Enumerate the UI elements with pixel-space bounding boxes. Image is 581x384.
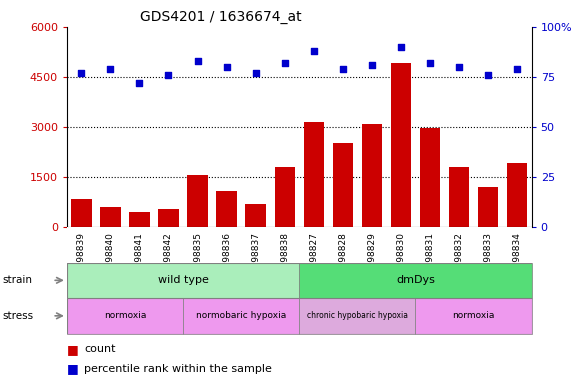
- Bar: [390, 63, 411, 227]
- Point: [367, 62, 376, 68]
- Bar: [100, 207, 121, 227]
- Text: GSM398830: GSM398830: [396, 232, 406, 287]
- Point: [77, 70, 86, 76]
- Text: GSM398840: GSM398840: [106, 232, 115, 287]
- Text: percentile rank within the sample: percentile rank within the sample: [84, 364, 272, 374]
- Bar: [420, 128, 440, 227]
- Text: GSM398842: GSM398842: [164, 232, 173, 287]
- Text: GSM398838: GSM398838: [280, 232, 289, 287]
- Text: GSM398832: GSM398832: [454, 232, 464, 287]
- Text: GSM398831: GSM398831: [425, 232, 435, 287]
- Text: normoxia: normoxia: [453, 311, 494, 320]
- Bar: [299, 298, 415, 334]
- Text: count: count: [84, 344, 116, 354]
- Bar: [303, 122, 324, 227]
- Bar: [507, 163, 528, 227]
- Point: [193, 58, 202, 64]
- Text: normoxia: normoxia: [104, 311, 146, 320]
- Point: [396, 44, 406, 50]
- Point: [222, 64, 231, 70]
- Text: GSM398839: GSM398839: [77, 232, 86, 287]
- Bar: [478, 187, 498, 227]
- Text: GSM398836: GSM398836: [222, 232, 231, 287]
- Bar: [71, 199, 92, 227]
- Text: normobaric hypoxia: normobaric hypoxia: [196, 311, 286, 320]
- Bar: [158, 209, 178, 227]
- Bar: [130, 212, 150, 227]
- Bar: [67, 298, 183, 334]
- Bar: [217, 190, 237, 227]
- Bar: [361, 124, 382, 227]
- Text: GSM398833: GSM398833: [483, 232, 493, 287]
- Point: [454, 64, 464, 70]
- Text: GSM398828: GSM398828: [338, 232, 347, 287]
- Text: GSM398835: GSM398835: [193, 232, 202, 287]
- Bar: [299, 263, 532, 298]
- Text: GDS4201 / 1636674_at: GDS4201 / 1636674_at: [140, 10, 302, 23]
- Bar: [275, 167, 295, 227]
- Text: GSM398827: GSM398827: [309, 232, 318, 287]
- Text: ■: ■: [67, 362, 78, 375]
- Bar: [333, 143, 353, 227]
- Point: [425, 60, 435, 66]
- Point: [512, 66, 522, 72]
- Point: [251, 70, 260, 76]
- Bar: [183, 298, 299, 334]
- Point: [164, 72, 173, 78]
- Bar: [449, 167, 469, 227]
- Text: wild type: wild type: [157, 275, 209, 285]
- Text: ■: ■: [67, 343, 78, 356]
- Point: [106, 66, 115, 72]
- Text: GSM398829: GSM398829: [367, 232, 376, 287]
- Text: dmDys: dmDys: [396, 275, 435, 285]
- Bar: [187, 175, 208, 227]
- Point: [309, 48, 318, 54]
- Point: [483, 72, 493, 78]
- Text: chronic hypobaric hypoxia: chronic hypobaric hypoxia: [307, 311, 408, 320]
- Point: [280, 60, 289, 66]
- Bar: [415, 298, 532, 334]
- Point: [338, 66, 347, 72]
- Text: stress: stress: [3, 311, 34, 321]
- Text: strain: strain: [3, 275, 33, 285]
- Bar: [67, 263, 299, 298]
- Text: GSM398837: GSM398837: [251, 232, 260, 287]
- Point: [135, 80, 144, 86]
- Text: GSM398834: GSM398834: [512, 232, 522, 287]
- Text: GSM398841: GSM398841: [135, 232, 144, 287]
- Bar: [246, 204, 266, 227]
